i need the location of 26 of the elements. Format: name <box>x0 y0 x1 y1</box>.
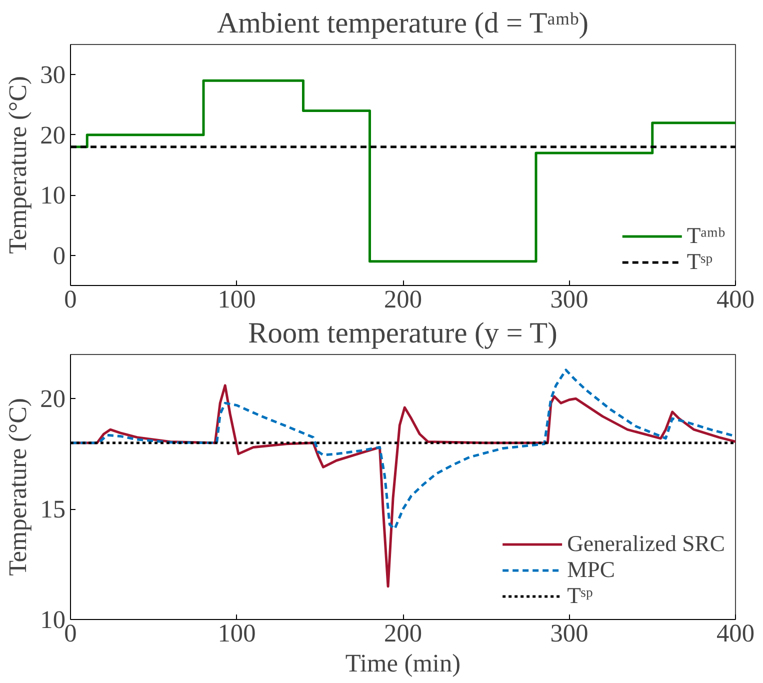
x-axis-title: Time (min) <box>345 650 461 678</box>
line-series <box>70 368 736 530</box>
x-tick-label: 400 <box>716 620 755 648</box>
legend-label: Tˢᵖ <box>686 249 713 275</box>
x-tick-label: 200 <box>384 286 422 314</box>
legend-label: Generalized SRC <box>567 531 725 557</box>
y-tick-label: 30 <box>40 61 66 90</box>
chart-title: Ambient temperature (d = Tᵃᵐᵇ) <box>216 8 589 40</box>
y-tick-label: 15 <box>40 496 66 524</box>
y-tick-label: 10 <box>40 606 66 634</box>
x-tick-label: 100 <box>218 620 256 648</box>
x-tick-label: 300 <box>550 620 588 648</box>
x-tick-label: 300 <box>550 286 588 314</box>
y-tick-label: 0 <box>52 242 66 270</box>
x-tick-label: 400 <box>716 286 755 314</box>
legend-label: Tᵃᵐᵇ <box>686 223 725 249</box>
legend-label: MPC <box>567 557 615 583</box>
y-axis-title: Temperature (°C) <box>4 398 32 576</box>
y-tick-label: 10 <box>40 182 66 210</box>
y-axis-title: Temperature (°C) <box>4 76 32 254</box>
y-tick-label: 20 <box>40 385 66 414</box>
x-tick-label: 200 <box>384 620 422 648</box>
legend-label: Tˢᵖ <box>567 583 593 609</box>
chart-title: Room temperature (y = T) <box>248 318 558 350</box>
y-tick-label: 20 <box>40 121 66 150</box>
x-tick-label: 100 <box>218 286 256 314</box>
